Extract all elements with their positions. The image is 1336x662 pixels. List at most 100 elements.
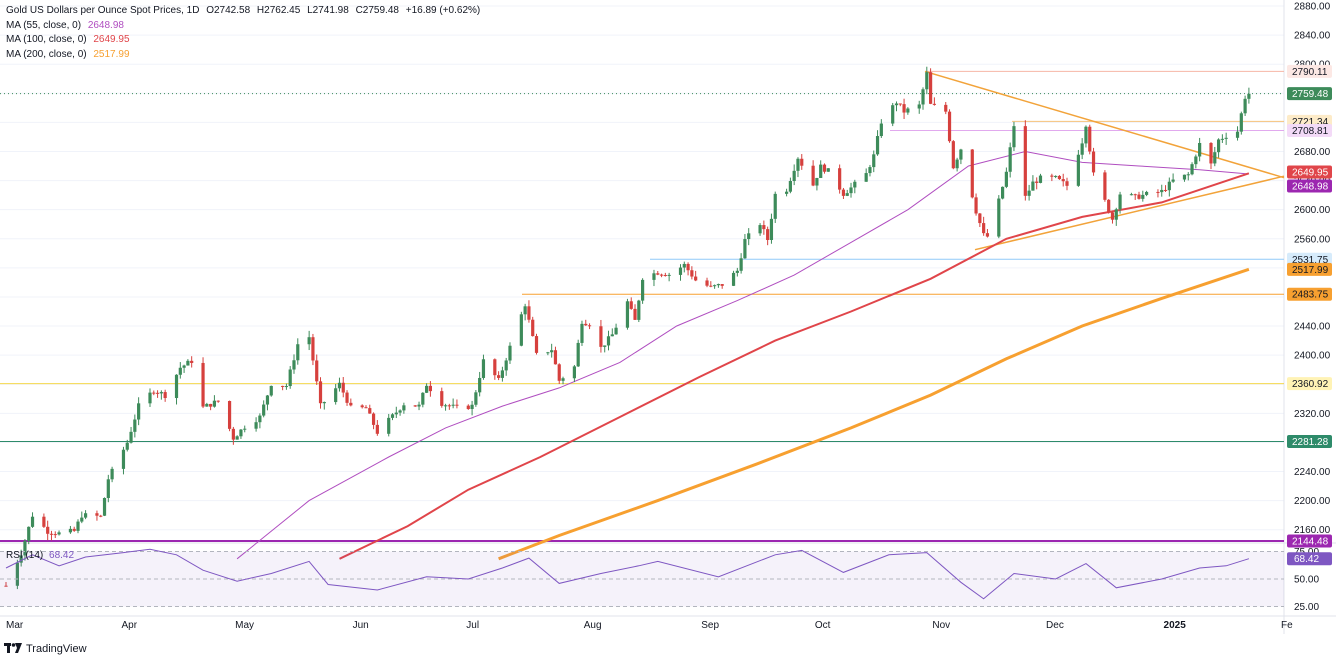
candle — [451, 398, 455, 409]
candle-body — [1114, 209, 1118, 220]
candle-body — [1118, 194, 1122, 210]
low-value: L2741.98 — [307, 5, 349, 16]
candle — [925, 66, 929, 95]
candle — [292, 354, 296, 374]
candle — [110, 466, 114, 483]
y-tick-label: 2200.00 — [1294, 496, 1331, 507]
candle-body — [296, 344, 300, 361]
tradingview-footer[interactable]: TradingView — [4, 642, 87, 656]
candle-body — [1137, 194, 1141, 199]
candle — [1103, 170, 1107, 202]
candle — [371, 412, 376, 430]
candle — [955, 157, 959, 172]
candle — [1160, 184, 1164, 197]
y-tick-label: 2240.00 — [1294, 467, 1331, 478]
y-tick-label: 2680.00 — [1294, 147, 1331, 158]
candle-body — [925, 72, 929, 90]
y-tick-label: 2440.00 — [1294, 322, 1331, 333]
candle — [1054, 175, 1058, 179]
candle — [129, 426, 133, 444]
price-badge-bg — [1287, 287, 1332, 301]
high-value: H2762.45 — [256, 5, 301, 16]
candle — [982, 216, 986, 236]
candle-body — [163, 392, 167, 399]
candle-body — [1224, 137, 1228, 139]
candle — [690, 266, 694, 280]
candle-body — [531, 319, 535, 337]
candle-body — [982, 223, 986, 234]
candle-body — [451, 404, 455, 406]
candle-body — [849, 187, 853, 194]
candle-body — [387, 417, 391, 434]
candle — [1235, 126, 1240, 141]
candle — [603, 345, 607, 353]
candle-body — [1103, 172, 1107, 200]
candle — [758, 223, 762, 236]
candle-body — [474, 392, 478, 405]
candle — [262, 400, 266, 418]
candle-body — [1129, 194, 1134, 196]
ma200-legend[interactable]: MA (200, close, 0) 2517.99 — [6, 48, 480, 63]
candle-body — [637, 300, 641, 320]
candle-body — [205, 403, 209, 407]
candle-body — [682, 263, 686, 268]
candle-body — [447, 405, 451, 407]
ma55-legend[interactable]: MA (55, close, 0) 2648.98 — [6, 19, 480, 34]
candle — [243, 425, 247, 433]
candle — [747, 228, 751, 246]
candle — [1065, 177, 1069, 191]
candle-body — [1239, 113, 1243, 132]
candle-body — [466, 405, 470, 410]
candle — [928, 68, 933, 105]
candle — [1050, 173, 1054, 182]
candle — [1027, 184, 1031, 201]
candle-body — [709, 285, 713, 287]
candle — [652, 269, 656, 287]
candle-body — [902, 104, 906, 113]
ma55-value: 2648.98 — [87, 19, 124, 31]
candle-body — [186, 360, 190, 366]
candle-body — [519, 314, 523, 346]
candle-body — [106, 479, 110, 498]
candle-body — [337, 382, 342, 389]
candle-body — [1209, 142, 1213, 164]
candle-body — [375, 424, 379, 434]
candle-body — [705, 280, 709, 286]
candle-body — [557, 364, 561, 381]
candle-body — [580, 323, 584, 343]
candle — [375, 420, 379, 436]
candle-body — [239, 429, 243, 437]
price-badge-label: 2483.75 — [1292, 290, 1329, 301]
ma100-legend[interactable]: MA (100, close, 0) 2649.95 — [6, 33, 480, 48]
candle — [625, 298, 630, 330]
candle-body — [15, 562, 19, 586]
rsi-legend[interactable]: RSI (14) 68.42 — [6, 550, 74, 561]
candle-body — [27, 526, 31, 541]
candle-body — [1220, 138, 1224, 140]
candle-body — [678, 267, 683, 275]
candle-body — [23, 540, 27, 556]
candle-body — [974, 197, 978, 214]
candle — [1171, 173, 1175, 183]
candle-body — [792, 170, 796, 182]
change-value: +16.89 (+0.62%) — [405, 5, 481, 16]
candle — [394, 406, 398, 419]
candle — [1057, 175, 1062, 180]
candle — [19, 549, 23, 567]
candle — [1243, 95, 1247, 116]
price-badge-bg — [1287, 87, 1332, 101]
candle — [1137, 191, 1141, 200]
candle-body — [762, 225, 766, 230]
candle-body — [868, 167, 872, 174]
candle-body — [133, 419, 137, 432]
candle — [46, 520, 50, 541]
candle — [788, 177, 792, 194]
candle — [178, 362, 182, 379]
candle-body — [254, 422, 258, 429]
candle — [209, 403, 213, 411]
price-badge: 2708.81 — [1287, 124, 1332, 138]
candle — [148, 388, 152, 407]
candle-body — [1050, 175, 1054, 177]
